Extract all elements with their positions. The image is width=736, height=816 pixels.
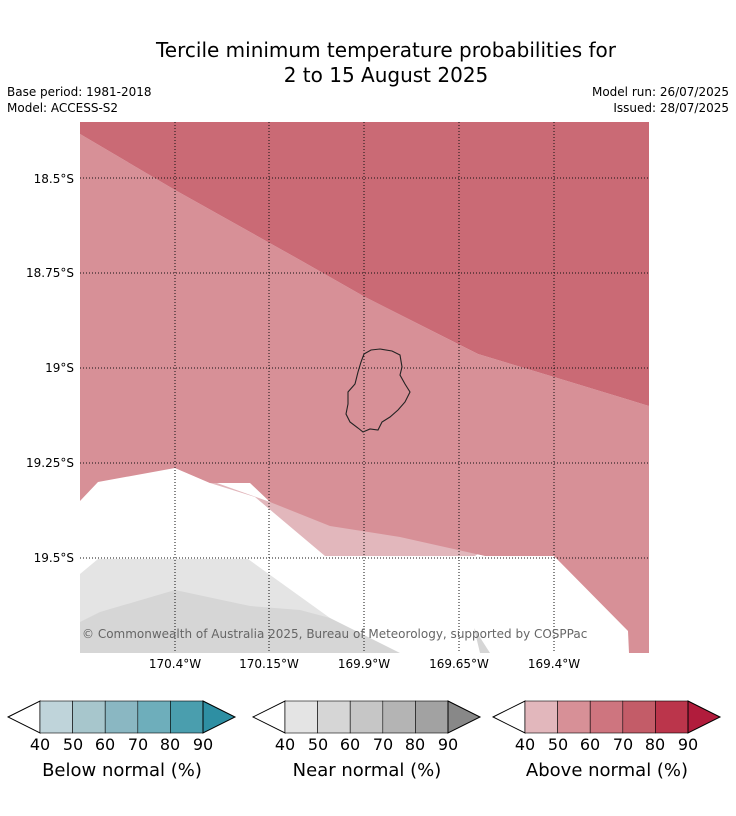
lon-label-169-4: 169.4°W [527,657,581,671]
legend-title-below: Below normal (%) [42,760,202,781]
tick-label: 80 [159,735,181,754]
colorbar-swatch [622,700,656,734]
tick-label: 50 [547,735,569,754]
above-normal-50-60-region [80,134,649,653]
tick-label: 90 [437,735,459,754]
legend-title-near: Near normal (%) [292,760,442,781]
colorbar-swatch [39,700,73,734]
colorbar-swatch [349,700,384,734]
colorbar-swatch [415,700,449,734]
colorbar-swatch [524,700,558,734]
lon-label-170-15: 170.15°W [239,657,299,671]
colorbar-arrow-right [447,700,482,734]
lat-label-19-25: 19.25°S [26,456,74,470]
colorbar-arrow-left [491,700,526,734]
ticks-near-normal: 40 50 60 70 80 90 [270,735,470,755]
tick-label: 60 [94,735,116,754]
near-normal-medium-region [80,590,400,653]
ticks-above-normal: 40 50 60 70 80 90 [510,735,710,755]
colorbar-swatch [557,700,591,734]
tick-label: 50 [307,735,329,754]
colorbar-swatch [655,700,689,734]
copyright-text: © Commonwealth of Australia 2025, Bureau… [82,627,587,641]
lon-label-169-9: 169.9°W [337,657,391,671]
ticks-below-normal: 40 50 60 70 80 90 [25,735,225,755]
island-coastline [345,348,411,433]
model-name: Model: ACCESS-S2 [7,101,119,115]
map-title: Tercile minimum temperature probabilitie… [0,38,736,88]
lon-label-170-4: 170.4°W [148,657,202,671]
lat-label-19: 19°S [45,361,74,375]
colorbar-swatch [382,700,416,734]
tick-label: 40 [514,735,536,754]
tick-label: 70 [612,735,634,754]
colorbar-swatch [317,700,351,734]
tick-label: 70 [372,735,394,754]
tick-label: 70 [127,735,149,754]
tick-label: 40 [274,735,296,754]
colorbar-swatch [104,700,139,734]
tick-label: 50 [62,735,84,754]
lat-label-18-5: 18.5°S [33,172,74,186]
tick-label: 80 [404,735,426,754]
lat-label-19-5: 19.5°S [33,551,74,565]
colorbar-swatch [170,700,204,734]
colorbar-arrow-left [251,700,286,734]
colorbar-arrow-right [202,700,237,734]
colorbar-swatch [284,700,318,734]
colorbar-arrow-right [687,700,722,734]
colorbar-arrow-left [6,700,41,734]
tick-label: 90 [192,735,214,754]
colorbar-swatch [72,700,106,734]
grid-lines [80,122,649,653]
tick-label: 40 [29,735,51,754]
near-normal-medium-right-region [474,628,490,653]
model-run: Model run: 26/07/2025 [591,85,729,99]
legend-above-normal [491,700,722,740]
meta-left: Base period: 1981-2018 Model: ACCESS-S2 [7,84,152,116]
lon-label-169-65: 169.65°W [429,657,489,671]
base-period: Base period: 1981-2018 [7,85,152,99]
tick-label: 90 [677,735,699,754]
legend-title-above: Above normal (%) [525,760,689,781]
legend-below-normal [6,700,237,740]
meta-right: Model run: 26/07/2025 Issued: 28/07/2025 [592,84,729,116]
tick-label: 80 [644,735,666,754]
colorbar-swatch [137,700,171,734]
colorbar-swatch [589,700,624,734]
map-canvas: © Commonwealth of Australia 2025, Bureau… [80,122,649,653]
map-panel: © Commonwealth of Australia 2025, Bureau… [80,122,649,653]
colorbar-near-normal [251,700,482,734]
issued-date: Issued: 28/07/2025 [613,101,729,115]
tick-label: 60 [339,735,361,754]
legend-near-normal [251,700,482,740]
tick-label: 60 [579,735,601,754]
lat-label-18-75: 18.75°S [26,266,74,280]
colorbar-below-normal [6,700,237,734]
title-line-2: 2 to 15 August 2025 [283,63,489,87]
colorbar-above-normal [491,700,722,734]
title-line-1: Tercile minimum temperature probabilitie… [155,38,617,62]
